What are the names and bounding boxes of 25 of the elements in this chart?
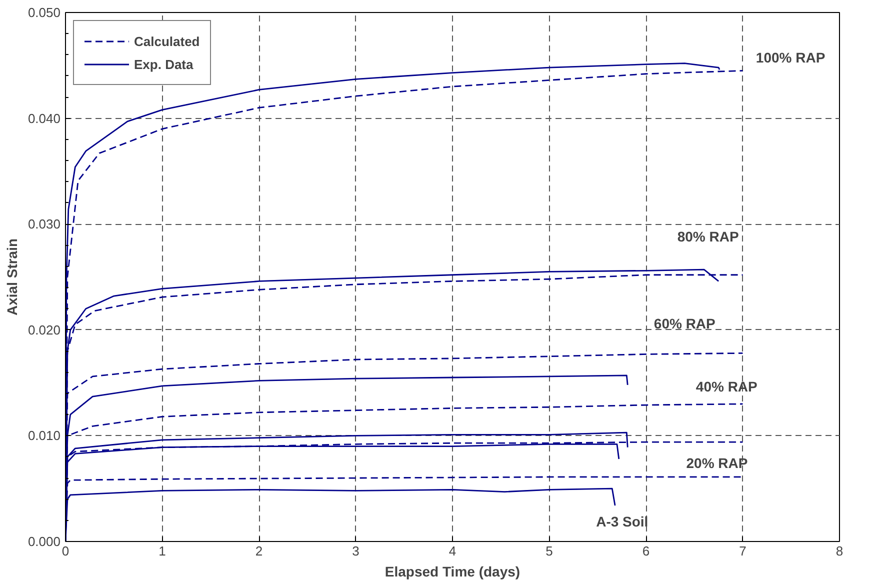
legend-label: Exp. Data [134, 56, 194, 72]
annotation: 80% RAP [677, 228, 739, 245]
legend-label: Calculated [134, 34, 200, 48]
y-tick-label: 0.020 [28, 322, 61, 338]
x-tick-label: 8 [836, 544, 844, 558]
x-tick-label: 2 [255, 544, 263, 558]
x-tick-label: 1 [158, 544, 166, 558]
y-tick-label: 0.030 [28, 216, 61, 232]
y-tick-label: 0.050 [28, 5, 61, 20]
x-tick-label: 7 [739, 544, 746, 558]
annotation: 20% RAP [686, 455, 748, 472]
x-tick-label: 4 [448, 544, 456, 558]
y-tick-label: 0.040 [28, 110, 61, 126]
annotation: A-3 Soil [596, 514, 648, 530]
annotation: 40% RAP [696, 378, 758, 395]
x-tick-label: 6 [642, 544, 650, 558]
y-tick-label: 0.010 [28, 428, 61, 444]
x-tick-label: 3 [352, 544, 360, 558]
y-axis-title: Axial Strain [4, 238, 20, 316]
y-tick-label: 0.000 [28, 534, 61, 549]
annotation: 100% RAP [756, 50, 826, 66]
x-axis-title: Elapsed Time (days) [384, 564, 520, 580]
x-tick-label: 5 [546, 544, 553, 558]
annotation: 60% RAP [654, 315, 716, 332]
x-tick-label: 0 [62, 544, 70, 558]
